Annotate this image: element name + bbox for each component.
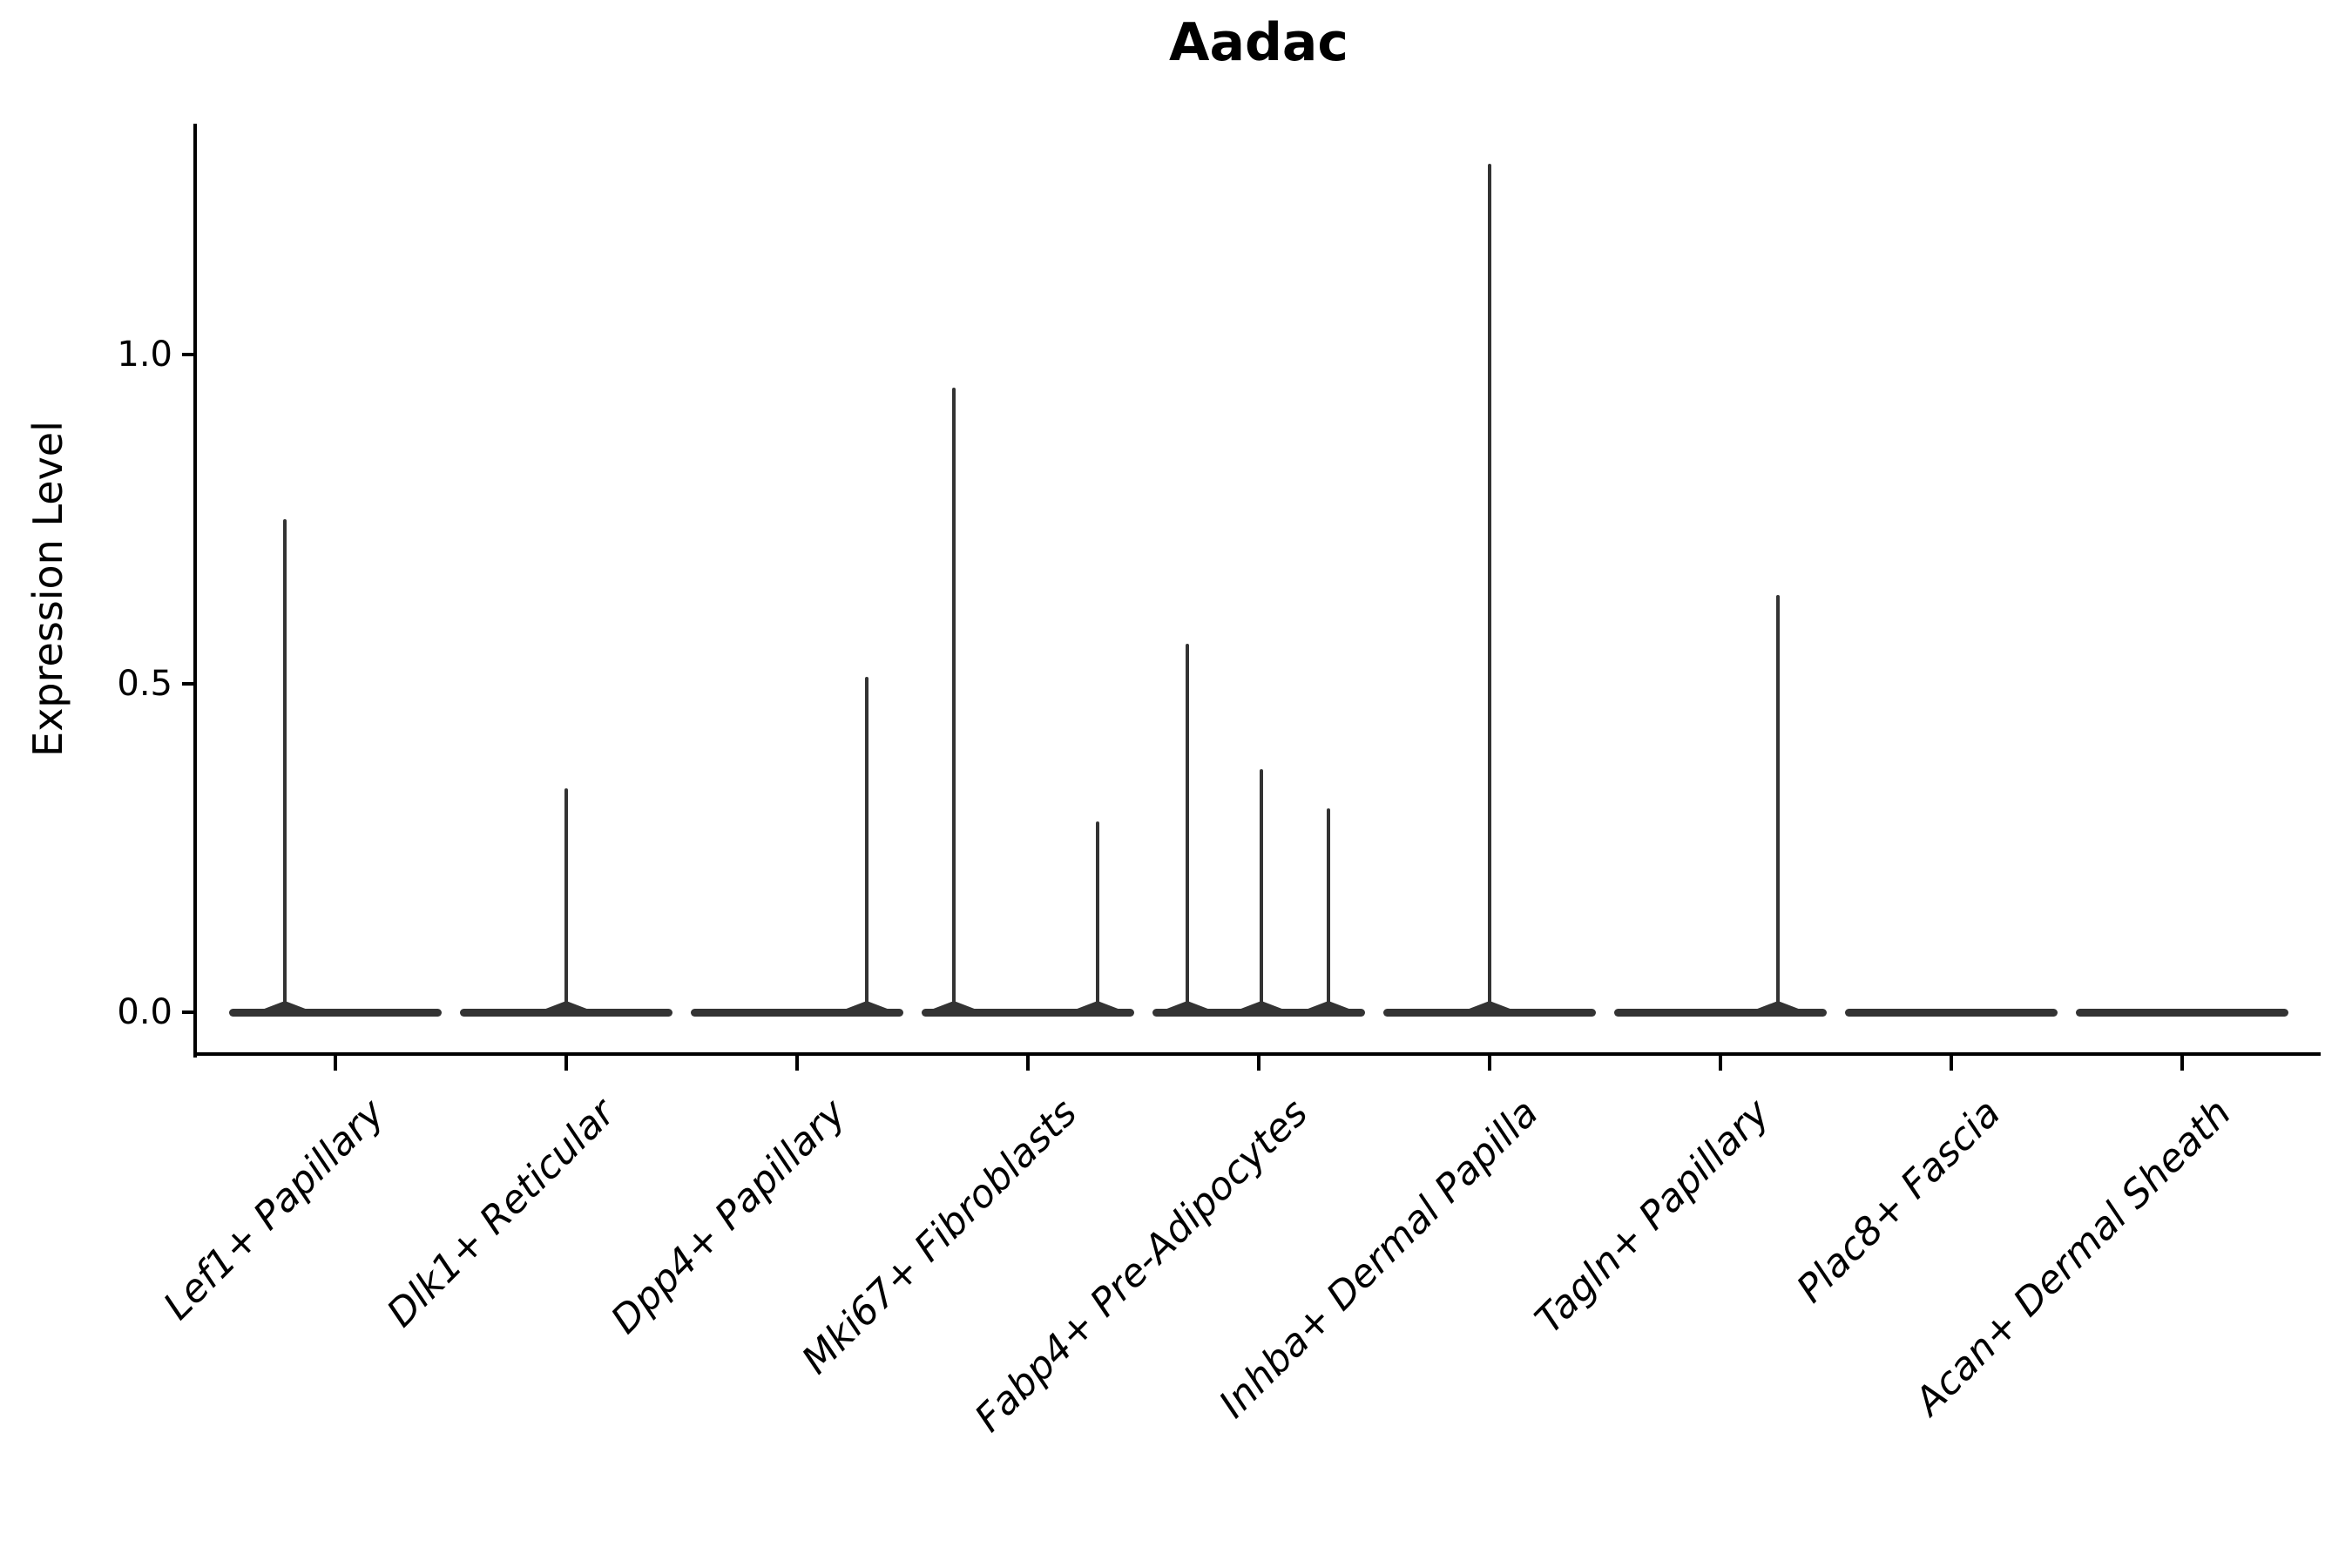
violin-body bbox=[1152, 1008, 1365, 1017]
x-tick-mark bbox=[1488, 1056, 1491, 1071]
y-tick-label: 0.5 bbox=[117, 663, 172, 704]
x-tick-label: Dlk1+ Reticular bbox=[378, 1091, 625, 1336]
x-tick-mark bbox=[1026, 1056, 1030, 1071]
bottom-spine bbox=[193, 1052, 2321, 1056]
violin-body bbox=[229, 1008, 442, 1017]
violin-spike bbox=[952, 387, 956, 1012]
y-tick-mark bbox=[182, 1010, 193, 1014]
violin-body bbox=[1383, 1008, 1596, 1017]
x-tick-mark bbox=[795, 1056, 799, 1071]
x-tick-mark bbox=[1257, 1056, 1260, 1071]
violin-spike bbox=[1095, 821, 1099, 1012]
y-tick-label: 1.0 bbox=[117, 335, 172, 375]
y-tick-mark bbox=[182, 353, 193, 356]
violin-body bbox=[691, 1008, 903, 1017]
x-tick-mark bbox=[1719, 1056, 1722, 1071]
left-spine bbox=[193, 124, 197, 1058]
violin-spike bbox=[1776, 594, 1781, 1012]
violin-spike bbox=[1326, 808, 1330, 1012]
violin-spike bbox=[1259, 768, 1263, 1012]
violin-body bbox=[1845, 1008, 2058, 1017]
violin-spike bbox=[1488, 164, 1491, 1012]
x-tick-mark bbox=[334, 1056, 337, 1071]
violin-body bbox=[460, 1008, 672, 1017]
violin-spike bbox=[1185, 644, 1189, 1012]
violin-body bbox=[2076, 1008, 2288, 1017]
violin-spike bbox=[282, 518, 287, 1012]
y-tick-label: 0.0 bbox=[117, 992, 172, 1032]
x-tick-label: Tagln+ Papillary bbox=[1526, 1091, 1779, 1342]
x-tick-mark bbox=[2180, 1056, 2184, 1071]
x-tick-mark bbox=[1950, 1056, 1953, 1071]
y-axis-label: Expression Level bbox=[24, 421, 71, 757]
violin-body bbox=[922, 1008, 1134, 1017]
violin-spike bbox=[564, 788, 568, 1012]
violin-spike bbox=[864, 676, 868, 1012]
violin-body bbox=[1614, 1008, 1827, 1017]
chart-title: Aadac bbox=[1169, 12, 1348, 73]
x-tick-mark bbox=[564, 1056, 568, 1071]
y-tick-mark bbox=[182, 681, 193, 686]
x-tick-label: Plac8+ Fascia bbox=[1788, 1091, 2010, 1312]
x-tick-label: Lef1+ Papillary bbox=[155, 1091, 394, 1329]
x-tick-label: Dpp4+ Papillary bbox=[603, 1091, 855, 1343]
